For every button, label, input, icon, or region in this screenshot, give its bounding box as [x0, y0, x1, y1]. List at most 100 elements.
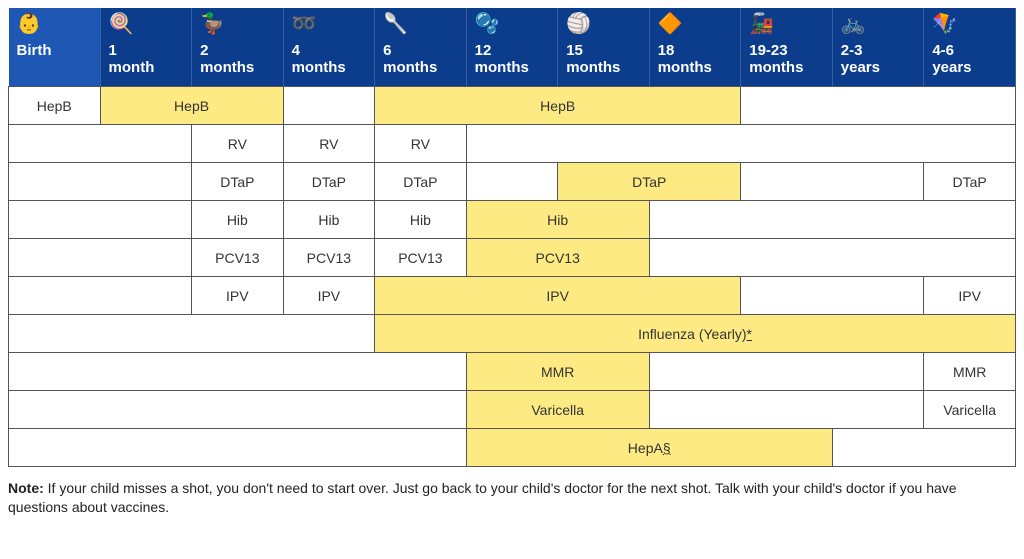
column-label: 1month [109, 42, 155, 76]
vaccine-cell: Varicella [924, 391, 1016, 429]
table-row: DTaPDTaPDTaPDTaPDTaP [9, 163, 1016, 201]
note-text: If your child misses a shot, you don't n… [8, 480, 957, 515]
vaccine-cell: RV [192, 125, 284, 163]
column-header: 👶 Birth [9, 8, 101, 87]
table-row: Varicella Varicella [9, 391, 1016, 429]
column-label: 2-3years [841, 42, 880, 76]
blocks-icon: 🔶 [658, 14, 733, 38]
column-label: 19-23months [749, 42, 803, 76]
table-row: PCV13PCV13PCV13PCV13 [9, 239, 1016, 277]
vaccine-cell: IPV [375, 277, 741, 315]
vaccine-cell: MMR [466, 353, 649, 391]
vaccine-cell: HepB [100, 87, 283, 125]
empty-cell [9, 315, 375, 353]
vaccine-cell: MMR [924, 353, 1016, 391]
column-header: 🪁 4-6years [924, 8, 1016, 87]
column-label: 15months [566, 42, 620, 76]
empty-cell [9, 429, 467, 467]
vaccine-cell: IPV [192, 277, 284, 315]
empty-cell [649, 201, 1015, 239]
table-body: HepBHepBHepBRVRVRVDTaPDTaPDTaPDTaPDTaPHi… [9, 87, 1016, 467]
table-row: HepA§ [9, 429, 1016, 467]
vaccine-cell: PCV13 [192, 239, 284, 277]
stroller-icon: 👶 [17, 14, 92, 38]
empty-cell [9, 201, 192, 239]
rattle-icon: 🍭 [109, 14, 184, 38]
empty-cell [649, 239, 1015, 277]
bib-icon: 🥄 [383, 14, 458, 38]
column-header: 🥄 6months [375, 8, 467, 87]
vaccine-cell: DTaP [283, 163, 375, 201]
vaccine-cell: Hib [283, 201, 375, 239]
empty-cell [649, 353, 924, 391]
empty-cell [9, 125, 192, 163]
vaccine-cell: HepB [9, 87, 101, 125]
footer-note: Note: If your child misses a shot, you d… [8, 479, 1016, 517]
vaccine-cell: Hib [375, 201, 467, 239]
column-header: 🍭 1month [100, 8, 192, 87]
column-header: ➿ 4months [283, 8, 375, 87]
footnote-link[interactable]: § [663, 440, 671, 456]
column-header: 🚲 2-3years [832, 8, 924, 87]
duck-icon: 🦆 [200, 14, 275, 38]
column-label: Birth [17, 42, 52, 59]
vaccine-cell: DTaP [558, 163, 741, 201]
empty-cell [466, 125, 1015, 163]
vaccine-cell: DTaP [192, 163, 284, 201]
bubbles-icon: 🫧 [475, 14, 550, 38]
kite-icon: 🪁 [932, 14, 1007, 38]
empty-cell [9, 239, 192, 277]
vaccine-cell: DTaP [924, 163, 1016, 201]
vaccine-cell: Influenza (Yearly)* [375, 315, 1016, 353]
empty-cell [649, 391, 924, 429]
table-row: MMR MMR [9, 353, 1016, 391]
empty-cell [9, 277, 192, 315]
column-label: 4-6years [932, 42, 971, 76]
bike-icon: 🚲 [841, 14, 916, 38]
footnote-link[interactable]: * [747, 326, 752, 342]
column-header: 🏐 15months [558, 8, 650, 87]
table-header: 👶 Birth 🍭 1month 🦆 2months ➿ 4months 🥄 6months 🫧 12… [9, 8, 1016, 87]
vaccine-cell: IPV [924, 277, 1016, 315]
immunization-schedule-table: 👶 Birth 🍭 1month 🦆 2months ➿ 4months 🥄 6months 🫧 12… [8, 8, 1016, 467]
empty-cell [832, 429, 1015, 467]
vaccine-cell: Hib [192, 201, 284, 239]
column-label: 6months [383, 42, 437, 76]
empty-cell [9, 353, 467, 391]
column-label: 4months [292, 42, 346, 76]
column-header: 🔶 18months [649, 8, 741, 87]
table-row: IPVIPVIPVIPV [9, 277, 1016, 315]
empty-cell [741, 163, 924, 201]
rings-icon: ➿ [292, 14, 367, 38]
vaccine-cell: PCV13 [283, 239, 375, 277]
vaccine-cell: PCV13 [466, 239, 649, 277]
empty-cell [466, 163, 558, 201]
column-label: 2months [200, 42, 254, 76]
ball-icon: 🏐 [566, 14, 641, 38]
vaccine-cell: RV [375, 125, 467, 163]
vaccine-cell: HepB [375, 87, 741, 125]
column-label: 18months [658, 42, 712, 76]
column-header: 🫧 12months [466, 8, 558, 87]
empty-cell [9, 391, 467, 429]
empty-cell [741, 87, 1016, 125]
vaccine-cell: Varicella [466, 391, 649, 429]
column-label: 12months [475, 42, 529, 76]
empty-cell [283, 87, 375, 125]
vaccine-cell: DTaP [375, 163, 467, 201]
vaccine-cell: Hib [466, 201, 649, 239]
train-icon: 🚂 [749, 14, 824, 38]
table-row: HepBHepBHepB [9, 87, 1016, 125]
column-header: 🚂 19-23months [741, 8, 833, 87]
vaccine-cell: PCV13 [375, 239, 467, 277]
vaccine-cell: RV [283, 125, 375, 163]
table-row: RVRVRV [9, 125, 1016, 163]
column-header: 🦆 2months [192, 8, 284, 87]
vaccine-cell: HepA§ [466, 429, 832, 467]
empty-cell [9, 163, 192, 201]
vaccine-cell: IPV [283, 277, 375, 315]
table-row: HibHibHibHib [9, 201, 1016, 239]
note-label: Note: [8, 480, 44, 496]
table-row: Influenza (Yearly)* [9, 315, 1016, 353]
empty-cell [741, 277, 924, 315]
